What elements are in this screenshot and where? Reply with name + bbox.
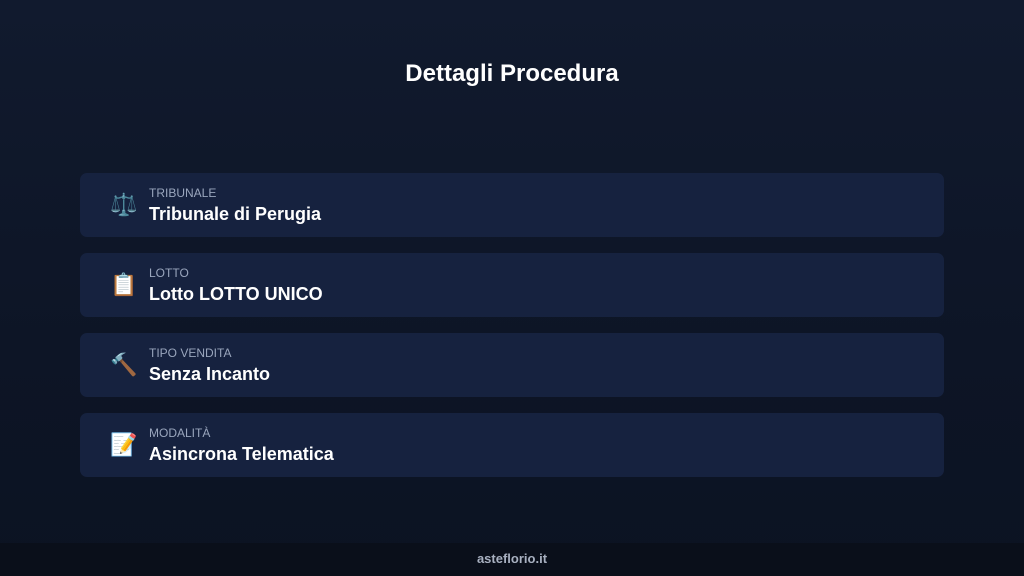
details-list: ⚖️ TRIBUNALE Tribunale di Perugia 📋 LOTTO…	[80, 173, 944, 493]
detail-label: MODALITÀ	[149, 425, 211, 440]
detail-card-modalita: 📝 MODALITÀ Asincrona Telematica	[80, 413, 944, 477]
detail-label: TIPO VENDITA	[149, 345, 232, 360]
memo-icon: 📝	[110, 432, 138, 457]
detail-value: Asincrona Telematica	[149, 443, 334, 464]
footer-site-name: asteflorio.it	[0, 543, 1024, 576]
page-title: Dettagli Procedura	[405, 60, 619, 87]
clipboard-icon: 📋	[110, 272, 138, 297]
detail-label: LOTTO	[149, 265, 189, 280]
detail-value: Lotto LOTTO UNICO	[149, 283, 323, 304]
detail-card-tribunale: ⚖️ TRIBUNALE Tribunale di Perugia	[80, 173, 944, 237]
detail-label: TRIBUNALE	[149, 185, 217, 200]
detail-value: Senza Incanto	[149, 363, 271, 384]
detail-card-lotto: 📋 LOTTO Lotto LOTTO UNICO	[80, 253, 944, 317]
detail-value: Tribunale di Perugia	[149, 203, 322, 224]
detail-card-tipo-vendita: 🔨 TIPO VENDITA Senza Incanto	[80, 333, 944, 397]
hammer-icon: 🔨	[110, 352, 138, 377]
scales-icon: ⚖️	[110, 192, 138, 217]
